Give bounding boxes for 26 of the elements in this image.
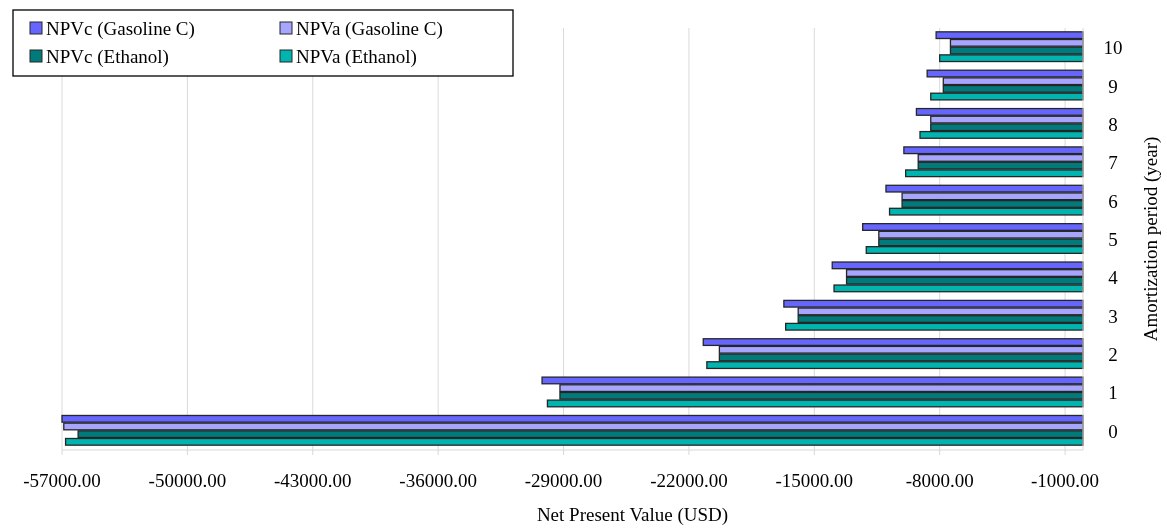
legend-label: NPVc (Ethanol) — [46, 46, 169, 68]
y-tick-label: 10 — [1103, 37, 1123, 59]
y-tick-label: 3 — [1108, 305, 1118, 327]
y-tick-label: 8 — [1108, 113, 1118, 135]
y-tick-label: 6 — [1108, 190, 1118, 212]
x-tick-label: -22000.00 — [650, 470, 728, 491]
y-tick-label: 0 — [1108, 420, 1118, 442]
y-tick-label: 2 — [1108, 344, 1118, 366]
legend-label: NPVa (Gasoline C) — [296, 18, 443, 40]
x-tick-label: -8000.00 — [905, 470, 974, 491]
x-tick-label: -29000.00 — [524, 470, 603, 491]
y-axis-title: Amortization period (year) — [1140, 136, 1162, 342]
legend-label: NPVc (Gasoline C) — [46, 18, 195, 40]
legend-label: NPVa (Ethanol) — [296, 46, 417, 68]
x-tick-label: -43000.00 — [273, 470, 352, 491]
y-tick-label: 9 — [1108, 75, 1118, 97]
x-tick-label: -1000.00 — [1031, 470, 1100, 491]
x-tick-label: -15000.00 — [775, 470, 854, 491]
x-axis-title: Net Present Value (USD) — [536, 504, 729, 526]
x-tick-label: -36000.00 — [399, 470, 477, 491]
y-tick-label: 1 — [1108, 382, 1118, 404]
y-tick-label: 5 — [1108, 229, 1118, 250]
y-tick-label: 7 — [1108, 152, 1118, 174]
y-tick-label: 4 — [1108, 267, 1119, 289]
x-tick-label: -50000.00 — [148, 470, 227, 491]
x-tick-label: -57000.00 — [23, 470, 101, 491]
